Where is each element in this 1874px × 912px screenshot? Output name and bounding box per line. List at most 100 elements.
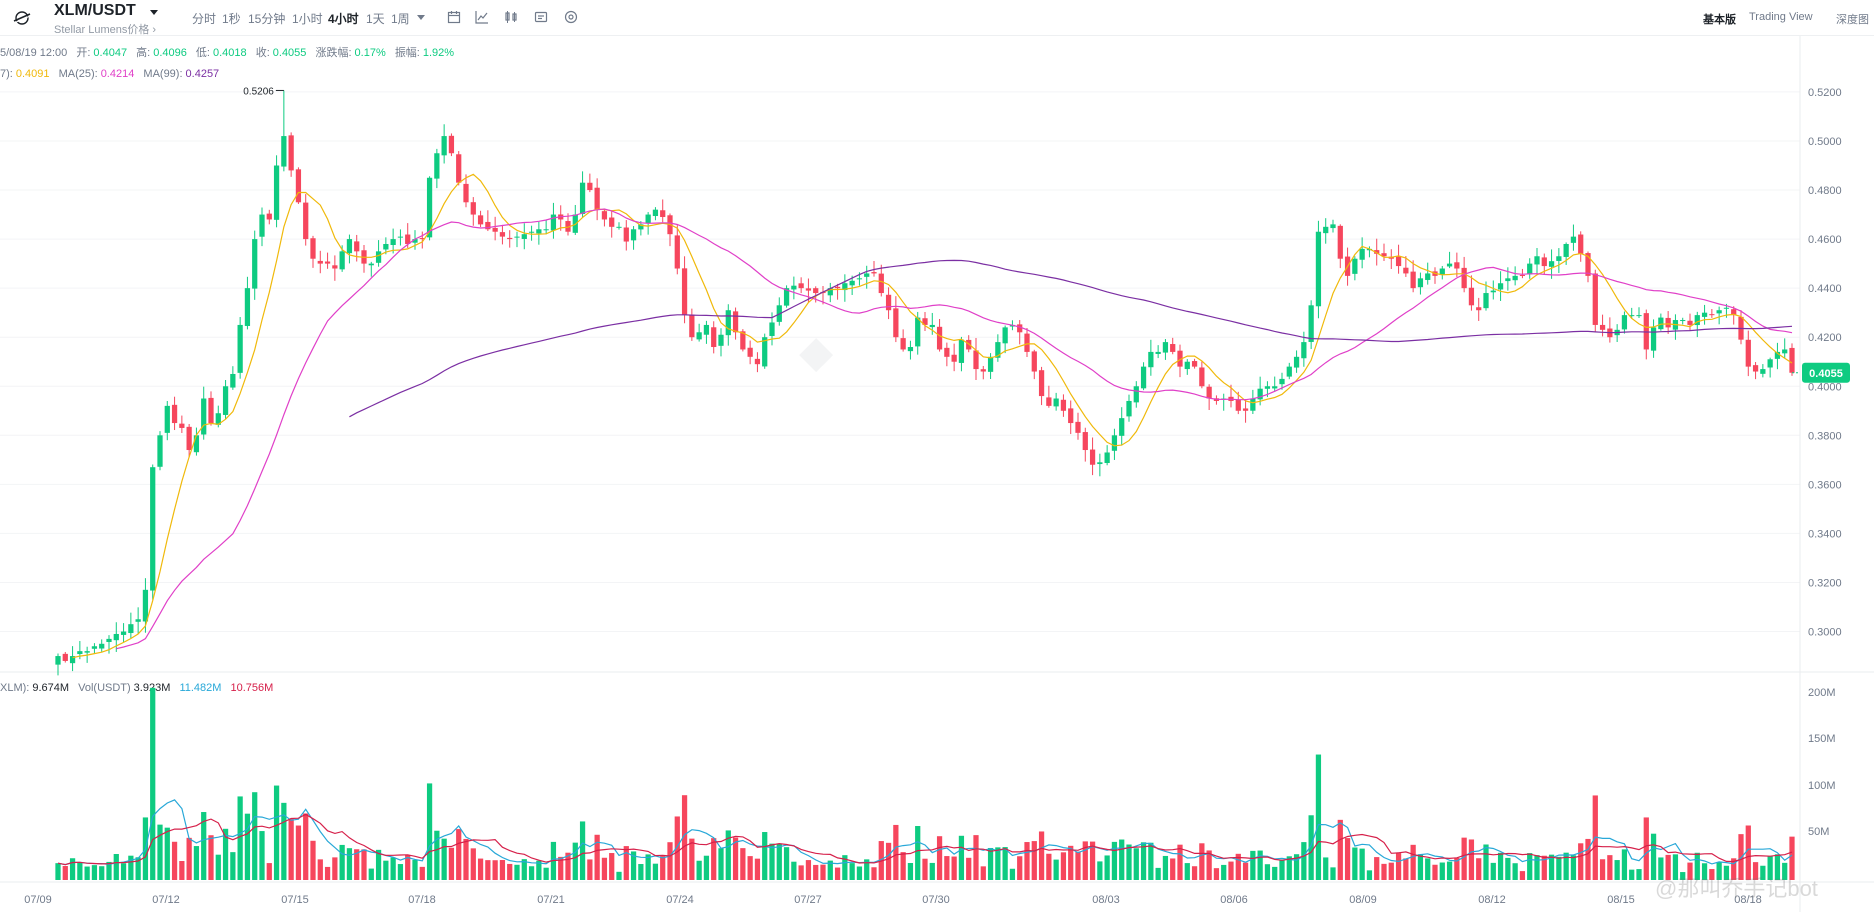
candle-body — [1264, 386, 1271, 389]
vol-xlm-value: 9.674M — [32, 682, 70, 694]
candle-body — [1191, 361, 1198, 367]
volume-bar — [1461, 837, 1467, 880]
volume-bar — [419, 866, 425, 880]
candle-body — [1177, 350, 1183, 367]
view-tab-tradingview[interactable]: Trading View — [1749, 11, 1813, 23]
candle — [1476, 297, 1482, 321]
volume-bar — [84, 866, 90, 880]
candle — [1053, 392, 1059, 411]
volume-bar — [477, 858, 484, 880]
volume-bar — [1009, 868, 1016, 880]
volume-bar — [281, 802, 287, 880]
volume-bar — [1534, 855, 1540, 880]
timeframe-tab[interactable]: 1秒 — [222, 12, 241, 26]
candle-body — [1374, 250, 1380, 254]
candle — [1388, 249, 1394, 270]
volume-bar — [754, 858, 761, 880]
candle — [864, 265, 870, 289]
candle-body — [84, 651, 90, 653]
candle-body — [616, 226, 622, 228]
candle — [907, 340, 914, 360]
candle — [514, 231, 520, 248]
candle — [193, 427, 200, 456]
volume-bar — [885, 842, 892, 880]
candle — [579, 171, 586, 218]
volume-bar — [332, 857, 338, 880]
volume-bar — [623, 846, 629, 880]
candle-body — [383, 243, 389, 250]
volume-bar — [1607, 855, 1613, 880]
candle — [1454, 252, 1460, 277]
view-tab-depth[interactable]: 深度图 — [1836, 14, 1869, 26]
candle — [1439, 265, 1445, 280]
pair-selector[interactable]: XLM/USDT — [54, 2, 136, 19]
candle — [1286, 362, 1292, 380]
candle — [616, 222, 622, 230]
volume-bar — [1519, 871, 1526, 880]
candle-body — [1570, 236, 1577, 243]
timeframe-tab[interactable]: 1小时 — [292, 12, 323, 26]
candle — [69, 646, 76, 672]
candle-body — [1286, 366, 1292, 377]
candle — [397, 229, 404, 246]
high-value: 0.4096 — [153, 47, 187, 59]
volume-bar — [244, 813, 251, 880]
timeframe-tab[interactable]: 分时 — [192, 12, 217, 26]
caret-down-icon[interactable] — [149, 7, 159, 17]
candle-body — [1038, 370, 1045, 397]
y-tick-label: 0.4800 — [1808, 185, 1842, 197]
open-value: 0.4047 — [93, 47, 128, 59]
view-tab-basic[interactable]: 基本版 — [1703, 14, 1736, 26]
timeframe-tab[interactable]: 4小时 — [328, 12, 359, 26]
candle — [762, 333, 768, 369]
candle-body — [295, 169, 302, 203]
candle-body — [711, 327, 717, 348]
timeframe-tab[interactable]: 1周 — [391, 12, 410, 26]
candle — [1002, 325, 1008, 354]
indicator-line-icon[interactable] — [474, 9, 490, 25]
calendar-icon[interactable] — [446, 9, 462, 25]
candle-body — [1476, 307, 1482, 311]
candle-body — [514, 236, 520, 238]
volume-bar — [62, 866, 68, 880]
caret-down-icon[interactable] — [413, 9, 429, 25]
volume-bar — [1745, 825, 1751, 880]
candle-body — [579, 182, 586, 215]
candle-type-icon[interactable] — [503, 9, 519, 25]
volume-bar — [1184, 863, 1190, 880]
candle-body — [587, 182, 593, 191]
candle — [776, 297, 782, 326]
candle — [1395, 244, 1402, 274]
volume-bar — [995, 847, 1001, 880]
candle-body — [1782, 349, 1788, 354]
volume-bar — [667, 842, 673, 880]
candle-body — [499, 232, 506, 237]
volume-bar — [69, 858, 76, 880]
gear-icon[interactable] — [563, 9, 579, 25]
candle-body — [135, 619, 141, 622]
candle-body — [419, 238, 425, 240]
candle-body — [1199, 367, 1205, 387]
x-tick-label: 08/03 — [1092, 894, 1120, 906]
volume-bar — [958, 835, 965, 880]
volume-bar — [426, 783, 433, 880]
vol-ma2-value: 10.756M — [230, 682, 274, 694]
candle — [1155, 345, 1161, 359]
ma7-label: 7): — [0, 68, 13, 80]
volume-bar — [128, 855, 134, 880]
candle-body — [150, 467, 156, 591]
pair-subtitle[interactable]: Stellar Lumens价格 › — [54, 24, 157, 36]
candle — [1038, 366, 1045, 406]
settings-sliders-icon[interactable] — [533, 9, 549, 25]
candle — [842, 274, 848, 302]
volume-bar — [1585, 838, 1591, 880]
candle-body — [405, 234, 411, 244]
candle-body — [1512, 275, 1518, 281]
candle — [1519, 268, 1526, 279]
timeframe-tab[interactable]: 1天 — [366, 12, 385, 26]
candle-body — [980, 369, 986, 372]
timeframe-tab[interactable]: 15分钟 — [248, 12, 286, 26]
candle-body — [674, 235, 680, 269]
candle — [1031, 349, 1037, 380]
